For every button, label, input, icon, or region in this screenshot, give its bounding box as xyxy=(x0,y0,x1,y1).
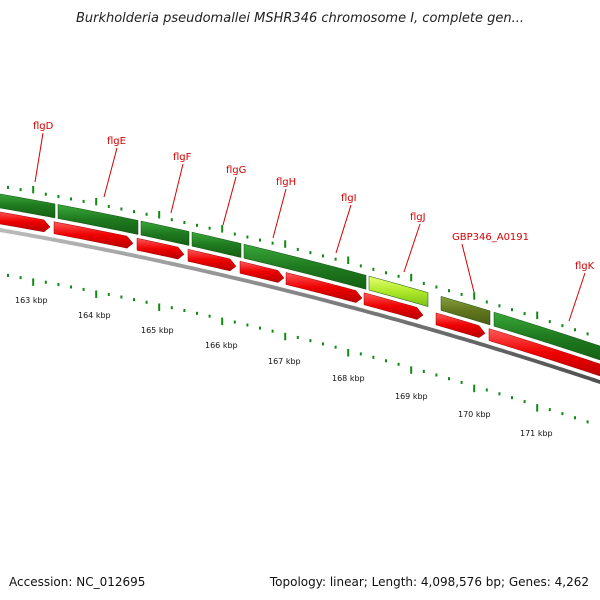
leader-line xyxy=(222,176,237,226)
leader-line xyxy=(568,272,586,322)
cds-arrow xyxy=(239,260,285,283)
cds-arrow xyxy=(488,328,600,377)
gene-label: flgF xyxy=(173,152,192,163)
leader-line xyxy=(170,163,184,214)
cds-arrow xyxy=(187,248,237,272)
gene-block xyxy=(368,275,429,307)
leader-line xyxy=(272,188,287,239)
gene-track xyxy=(0,193,600,361)
kbp-label: 164 kbp xyxy=(78,311,111,320)
gene-block xyxy=(440,296,491,326)
gene-labels: flgD flgE flgF flgG flgH flgI flgJ GBP346_A0191… xyxy=(33,121,595,272)
leader-line xyxy=(335,204,352,254)
kbp-label: 166 kbp xyxy=(205,341,238,350)
kbp-label: 163 kbp xyxy=(15,296,48,305)
gene-block xyxy=(57,204,139,235)
gene-block xyxy=(140,220,190,246)
gene-label: flgD xyxy=(33,121,54,132)
gene-block xyxy=(0,193,56,219)
cds-arrow xyxy=(136,237,185,260)
gene-block xyxy=(493,311,600,361)
cds-arrow xyxy=(435,312,486,338)
gene-label: flgJ xyxy=(410,212,426,223)
label-leader-lines xyxy=(34,132,586,322)
gene-label: GBP346_A0191 xyxy=(452,232,529,243)
scale-labels: 163 kbp 164 kbp 165 kbp 166 kbp 167 kbp 168 k… xyxy=(15,296,553,438)
gene-label: flgI xyxy=(341,193,357,204)
kbp-label: 169 kbp xyxy=(395,392,428,401)
outer-tick-marks xyxy=(7,185,589,336)
leader-line xyxy=(34,132,44,183)
accession-text: Accession: NC_012695 xyxy=(9,575,146,589)
kbp-label: 170 kbp xyxy=(458,410,491,419)
cds-arrow xyxy=(0,211,51,233)
cds-arrow xyxy=(285,272,363,303)
gene-block xyxy=(191,231,242,258)
kbp-label: 165 kbp xyxy=(141,326,174,335)
kbp-label: 171 kbp xyxy=(520,429,553,438)
cds-arrow xyxy=(363,292,424,320)
leader-line xyxy=(103,147,118,198)
kbp-label: 168 kbp xyxy=(332,374,365,383)
gene-label: flgK xyxy=(575,261,595,272)
cds-arrow xyxy=(53,221,134,249)
gene-label: flgE xyxy=(107,136,126,147)
cds-track xyxy=(0,211,600,377)
map-title: Burkholderia pseudomallei MSHR346 chromo… xyxy=(75,11,525,26)
gene-block xyxy=(243,243,367,290)
inner-tick-marks xyxy=(7,273,589,424)
genome-stats-text: Topology: linear; Length: 4,098,576 bp; … xyxy=(269,575,589,589)
gene-label: flgG xyxy=(226,165,246,176)
kbp-label: 167 kbp xyxy=(268,357,301,366)
gene-label: flgH xyxy=(276,177,296,188)
leader-line xyxy=(403,223,421,273)
leader-line xyxy=(461,243,475,293)
